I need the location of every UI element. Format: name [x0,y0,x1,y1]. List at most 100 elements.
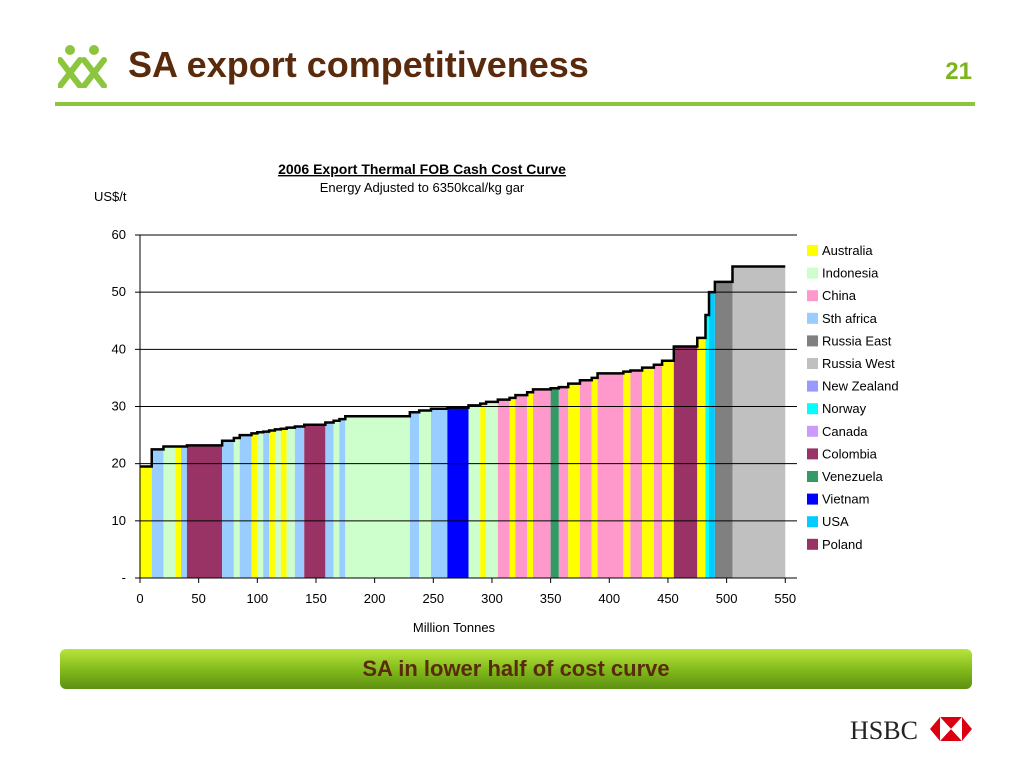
curve-segment-china [630,370,643,578]
curve-segment-colombia [186,445,223,578]
banner-text: SA in lower half of cost curve [362,656,670,681]
curve-segment-indonesia [419,410,431,578]
curve-segment-australia [697,337,706,578]
x-tick-label: 550 [774,591,796,606]
legend-swatch [807,290,818,302]
curve-segment-china [579,380,592,578]
legend-label: Vietnam [822,492,869,507]
legend-label: China [822,288,857,303]
legend-swatch [807,448,818,460]
legend-label: New Zealand [822,379,899,394]
curve-segment-norway [705,315,710,578]
curve-segment-sth-africa [151,449,164,578]
legend-swatch [807,471,818,482]
x-tick-label: 400 [598,591,620,606]
legend-label: Russia West [822,356,895,371]
curve-segment-australia [480,403,487,578]
legend-swatch [807,403,818,415]
conclusion-banner: SA in lower half of cost curve [60,649,972,689]
legend-label: Poland [822,537,862,552]
curve-segment-china [515,395,528,578]
legend-swatch [807,267,818,279]
hsbc-hexagon-icon [930,717,972,741]
curve-segment-indonesia [486,401,498,578]
curve-segment-australia [269,430,275,578]
curve-segment-australia [140,466,152,578]
curve-segment-indonesia [333,420,340,578]
legend-swatch [807,312,818,324]
curve-segment-australia [509,397,516,578]
legend-label: Indonesia [822,266,879,281]
x-axis-label: Million Tonnes [413,620,496,634]
x-tick-label: 100 [246,591,268,606]
curve-segment-sth-africa [430,408,448,578]
legend-label: Venezuela [822,469,883,484]
cost-curve-line [140,265,786,468]
curve-segment-indonesia [345,416,410,578]
curve-segment-indonesia [286,427,295,578]
x-tick-label: 50 [191,591,205,606]
legend-swatch [807,493,818,505]
x-tick-label: 450 [657,591,679,606]
curve-segment-russia-west [732,266,786,578]
curve-segment-colombia [304,424,326,578]
curve-segment-china [597,373,624,578]
legend-label: USA [822,514,849,529]
curve-segment-sth-africa [409,412,420,578]
legend-label: Russia East [822,333,892,348]
legend-swatch [807,425,818,437]
curve-segment-sth-africa [222,440,234,578]
curve-segment-australia [251,433,258,578]
curve-segment-colombia [673,346,698,578]
curve-segment-china [533,389,551,578]
title-divider [55,102,975,106]
curve-segment-indonesia [468,405,481,578]
legend-swatch [807,245,818,256]
curve-segment-china [497,399,510,578]
legend-label: Norway [822,401,867,416]
curve-segment-australia [175,446,182,578]
curve-segment-sth-africa [339,419,346,578]
curve-segment-indonesia [257,432,264,578]
legend-swatch [807,538,818,550]
legend-swatch [807,335,818,347]
legend-label: Colombia [822,446,878,461]
y-tick-label: 40 [112,341,126,356]
curve-segment-australia [662,360,674,578]
x-tick-label: 250 [422,591,444,606]
curve-segment-australia [623,371,631,578]
x-tick-label: 200 [364,591,386,606]
page-title: SA export competitiveness [128,44,589,85]
y-tick-label: 20 [112,456,126,471]
legend-swatch [807,516,818,528]
curve-segment-sth-africa [181,446,187,578]
curve-segment-sth-africa [263,431,270,578]
legend-label: Canada [822,424,868,439]
y-axis-label: US$/t [94,189,127,204]
curve-segment-sth-africa [239,435,252,578]
curve-segment-australia [591,377,598,578]
legend-swatch [807,380,818,392]
y-tick-label: 60 [112,227,126,242]
curve-segment-australia [642,367,654,578]
x-tick-label: 300 [481,591,503,606]
curve-segment-china [558,387,569,578]
curve-segment-indonesia [163,446,176,578]
page-number: 21 [945,58,972,85]
curve-segment-australia [568,383,580,578]
curve-segment-vietnam [447,407,469,578]
curve-segment-russia-east [714,281,733,578]
curve-segment-indonesia [233,437,240,578]
y-tick-label: 10 [112,513,126,528]
chart-title: 2006 Export Thermal FOB Cash Cost Curve [278,161,566,177]
x-tick-label: 0 [136,591,143,606]
x-tick-label: 500 [716,591,738,606]
x-tick-label: 150 [305,591,327,606]
legend-swatch [807,358,818,369]
hsbc-wordmark: HSBC [850,716,918,745]
x-tick-label: 350 [540,591,562,606]
curve-segment-sth-africa [325,422,334,578]
cost-curve-chart: 2006 Export Thermal FOB Cash Cost Curve … [84,154,929,634]
curve-segment-china [653,364,663,578]
y-tick-label: - [122,570,126,585]
